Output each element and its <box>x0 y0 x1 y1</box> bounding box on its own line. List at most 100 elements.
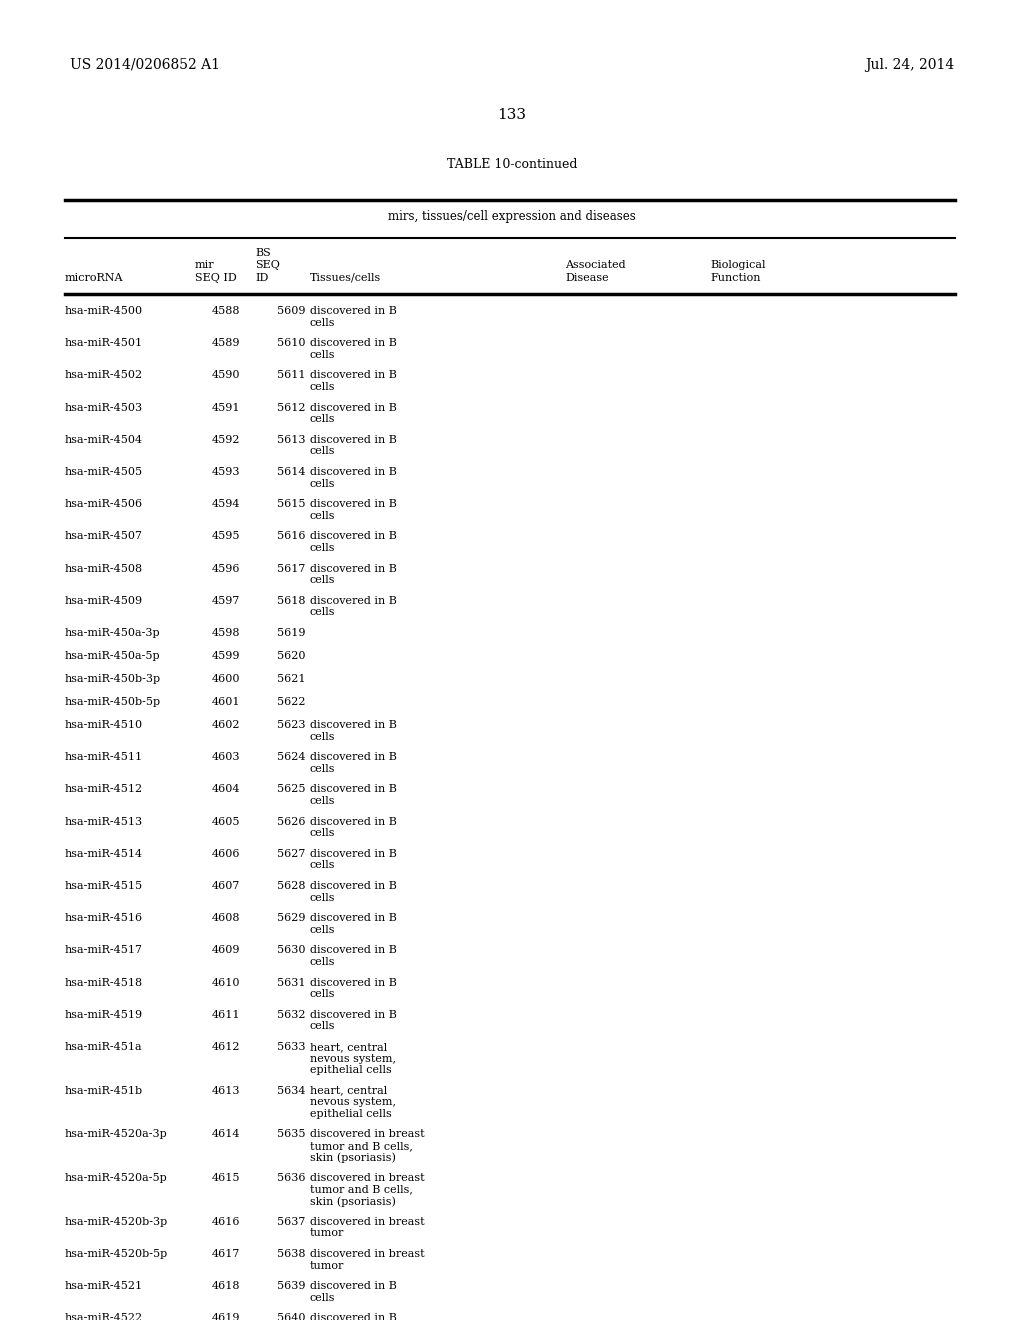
Text: 5632: 5632 <box>276 1010 305 1020</box>
Text: 4610: 4610 <box>212 978 240 987</box>
Text: 4592: 4592 <box>212 434 240 445</box>
Text: 5640: 5640 <box>276 1313 305 1320</box>
Text: 4595: 4595 <box>212 532 240 541</box>
Text: hsa-miR-4519: hsa-miR-4519 <box>65 1010 143 1020</box>
Text: 4597: 4597 <box>212 595 240 606</box>
Text: discovered in B
cells: discovered in B cells <box>310 467 397 488</box>
Text: 5636: 5636 <box>276 1173 305 1183</box>
Text: 4591: 4591 <box>212 403 240 413</box>
Text: discovered in B
cells: discovered in B cells <box>310 371 397 392</box>
Text: 4594: 4594 <box>212 499 240 510</box>
Text: discovered in B
cells: discovered in B cells <box>310 564 397 585</box>
Text: ID: ID <box>255 273 268 282</box>
Text: hsa-miR-4514: hsa-miR-4514 <box>65 849 143 859</box>
Text: hsa-miR-4504: hsa-miR-4504 <box>65 434 143 445</box>
Text: discovered in B
cells: discovered in B cells <box>310 1010 397 1031</box>
Text: 4615: 4615 <box>212 1173 240 1183</box>
Text: hsa-miR-4522: hsa-miR-4522 <box>65 1313 143 1320</box>
Text: 5609: 5609 <box>276 306 305 315</box>
Text: hsa-miR-4520b-5p: hsa-miR-4520b-5p <box>65 1249 168 1259</box>
Text: Function: Function <box>710 273 761 282</box>
Text: SEQ ID: SEQ ID <box>195 273 237 282</box>
Text: hsa-miR-450a-5p: hsa-miR-450a-5p <box>65 651 161 661</box>
Text: 5610: 5610 <box>276 338 305 348</box>
Text: hsa-miR-4505: hsa-miR-4505 <box>65 467 143 477</box>
Text: 5620: 5620 <box>276 651 305 661</box>
Text: 4604: 4604 <box>212 784 240 795</box>
Text: 4593: 4593 <box>212 467 240 477</box>
Text: hsa-miR-4511: hsa-miR-4511 <box>65 752 143 762</box>
Text: 5623: 5623 <box>276 719 305 730</box>
Text: discovered in breast
tumor and B cells,
skin (psoriasis): discovered in breast tumor and B cells, … <box>310 1130 425 1163</box>
Text: hsa-miR-4521: hsa-miR-4521 <box>65 1282 143 1291</box>
Text: hsa-miR-4516: hsa-miR-4516 <box>65 913 143 923</box>
Text: 133: 133 <box>498 108 526 121</box>
Text: hsa-miR-4520a-3p: hsa-miR-4520a-3p <box>65 1130 168 1139</box>
Text: Associated: Associated <box>565 260 626 271</box>
Text: hsa-miR-4508: hsa-miR-4508 <box>65 564 143 574</box>
Text: discovered in B
cells: discovered in B cells <box>310 1313 397 1320</box>
Text: hsa-miR-4509: hsa-miR-4509 <box>65 595 143 606</box>
Text: hsa-miR-4510: hsa-miR-4510 <box>65 719 143 730</box>
Text: hsa-miR-450b-3p: hsa-miR-450b-3p <box>65 675 161 684</box>
Text: 4596: 4596 <box>212 564 240 574</box>
Text: 4602: 4602 <box>212 719 240 730</box>
Text: heart, central
nevous system,
epithelial cells: heart, central nevous system, epithelial… <box>310 1086 396 1119</box>
Text: 4608: 4608 <box>212 913 240 923</box>
Text: discovered in B
cells: discovered in B cells <box>310 499 397 521</box>
Text: 4614: 4614 <box>212 1130 240 1139</box>
Text: 5624: 5624 <box>276 752 305 762</box>
Text: TABLE 10-continued: TABLE 10-continued <box>446 158 578 172</box>
Text: 4607: 4607 <box>212 880 240 891</box>
Text: 5612: 5612 <box>276 403 305 413</box>
Text: BS: BS <box>255 248 270 257</box>
Text: 5625: 5625 <box>276 784 305 795</box>
Text: SEQ: SEQ <box>255 260 280 271</box>
Text: hsa-miR-450b-5p: hsa-miR-450b-5p <box>65 697 161 708</box>
Text: 4618: 4618 <box>212 1282 240 1291</box>
Text: 5614: 5614 <box>276 467 305 477</box>
Text: discovered in B
cells: discovered in B cells <box>310 403 397 424</box>
Text: 4611: 4611 <box>212 1010 240 1020</box>
Text: 5611: 5611 <box>276 371 305 380</box>
Text: 4601: 4601 <box>212 697 240 708</box>
Text: Jul. 24, 2014: Jul. 24, 2014 <box>864 58 954 73</box>
Text: discovered in B
cells: discovered in B cells <box>310 532 397 553</box>
Text: 4617: 4617 <box>212 1249 240 1259</box>
Text: discovered in breast
tumor: discovered in breast tumor <box>310 1217 425 1238</box>
Text: mirs, tissues/cell expression and diseases: mirs, tissues/cell expression and diseas… <box>388 210 636 223</box>
Text: 4600: 4600 <box>212 675 240 684</box>
Text: 5626: 5626 <box>276 817 305 826</box>
Text: 4609: 4609 <box>212 945 240 956</box>
Text: 5613: 5613 <box>276 434 305 445</box>
Text: 5618: 5618 <box>276 595 305 606</box>
Text: discovered in B
cells: discovered in B cells <box>310 913 397 935</box>
Text: hsa-miR-4518: hsa-miR-4518 <box>65 978 143 987</box>
Text: hsa-miR-4507: hsa-miR-4507 <box>65 532 143 541</box>
Text: 4599: 4599 <box>212 651 240 661</box>
Text: 4606: 4606 <box>212 849 240 859</box>
Text: mir: mir <box>195 260 215 271</box>
Text: hsa-miR-4520a-5p: hsa-miR-4520a-5p <box>65 1173 168 1183</box>
Text: 5622: 5622 <box>276 697 305 708</box>
Text: 4590: 4590 <box>212 371 240 380</box>
Text: hsa-miR-4520b-3p: hsa-miR-4520b-3p <box>65 1217 168 1226</box>
Text: discovered in breast
tumor and B cells,
skin (psoriasis): discovered in breast tumor and B cells, … <box>310 1173 425 1206</box>
Text: discovered in B
cells: discovered in B cells <box>310 945 397 968</box>
Text: discovered in B
cells: discovered in B cells <box>310 880 397 903</box>
Text: 5629: 5629 <box>276 913 305 923</box>
Text: microRNA: microRNA <box>65 273 124 282</box>
Text: 5630: 5630 <box>276 945 305 956</box>
Text: discovered in B
cells: discovered in B cells <box>310 306 397 327</box>
Text: hsa-miR-4506: hsa-miR-4506 <box>65 499 143 510</box>
Text: 5627: 5627 <box>276 849 305 859</box>
Text: 4613: 4613 <box>212 1086 240 1096</box>
Text: discovered in B
cells: discovered in B cells <box>310 752 397 774</box>
Text: hsa-miR-4501: hsa-miR-4501 <box>65 338 143 348</box>
Text: discovered in B
cells: discovered in B cells <box>310 719 397 742</box>
Text: hsa-miR-4500: hsa-miR-4500 <box>65 306 143 315</box>
Text: hsa-miR-451b: hsa-miR-451b <box>65 1086 143 1096</box>
Text: 5619: 5619 <box>276 628 305 638</box>
Text: hsa-miR-451a: hsa-miR-451a <box>65 1041 142 1052</box>
Text: 5639: 5639 <box>276 1282 305 1291</box>
